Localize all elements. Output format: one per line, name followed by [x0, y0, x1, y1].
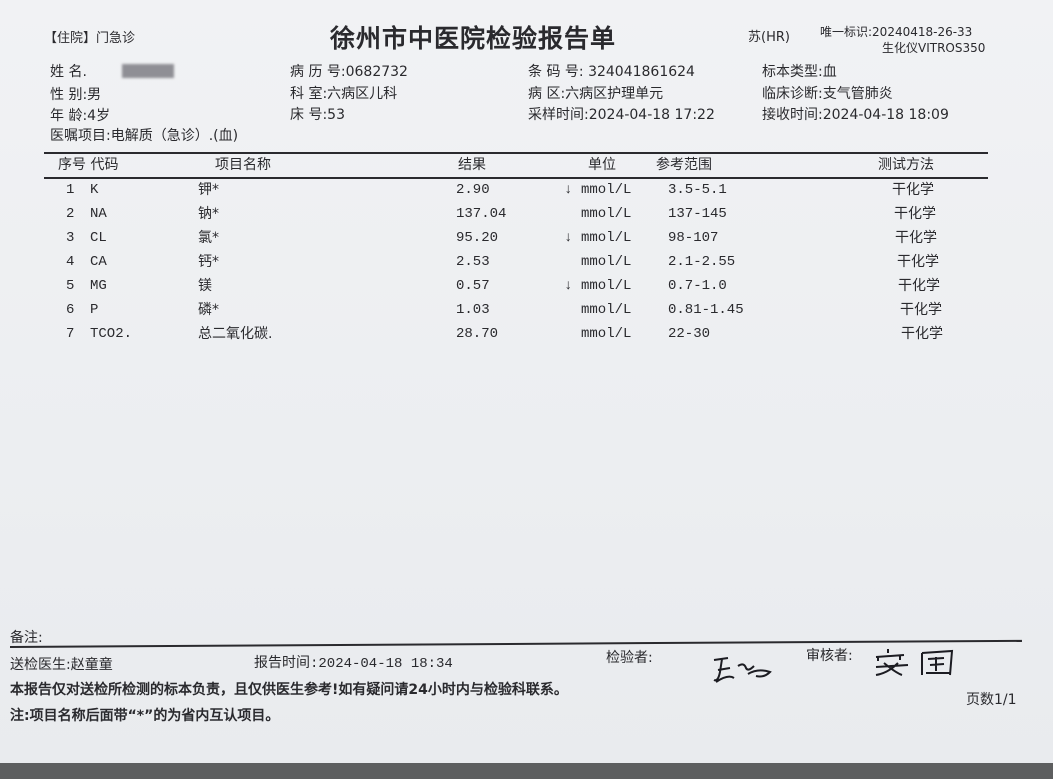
table-row: 3 CL 氯* 95.20 ↓ mmol/L 98-107 干化学	[0, 230, 1053, 250]
row-reference-range: 3.5-5.1	[668, 182, 727, 198]
table-row: 2 NA 钠* 137.04 mmol/L 137-145 干化学	[0, 206, 1053, 226]
header-result: 结果	[458, 157, 486, 173]
record-number: 病 历 号:0682732	[290, 64, 408, 80]
row-unit: mmol/L	[581, 302, 632, 318]
bed-number: 床 号:53	[290, 107, 345, 123]
patient-gender: 性 别:男	[50, 87, 102, 103]
row-item-name: 钾*	[198, 182, 219, 198]
row-reference-range: 137-145	[668, 206, 727, 222]
row-reference-range: 0.81-1.45	[668, 302, 744, 318]
row-seq: 3	[66, 230, 75, 246]
row-item-name: 钙*	[198, 254, 219, 270]
disclaimer: 本报告仅对送检所检测的标本负责，且仅供医生参考!如有疑问请24小时内与检验科联系…	[10, 682, 568, 698]
row-seq: 4	[66, 254, 75, 270]
row-seq: 1	[66, 182, 75, 198]
row-result: 28.70	[456, 326, 499, 342]
header-reference-range: 参考范围	[656, 157, 712, 173]
row-test-method: 干化学	[895, 230, 937, 246]
ward: 病 区:六病区护理单元	[528, 86, 664, 102]
row-result: 2.90	[456, 182, 490, 198]
row-unit: mmol/L	[581, 206, 632, 222]
redacted-patient-name	[122, 64, 174, 78]
tester-label: 检验者:	[606, 650, 653, 666]
report-time: 报告时间:2024-04-18 18:34	[254, 656, 453, 672]
row-unit: mmol/L	[581, 230, 632, 246]
header-item-name: 项目名称	[215, 157, 271, 173]
lab-report-sheet: 【住院】门急诊 徐州市中医院检验报告单 苏(HR) 唯一标识:20240418-…	[0, 0, 1053, 763]
row-code: NA	[90, 206, 107, 222]
table-row: 6 P 磷* 1.03 mmol/L 0.81-1.45 干化学	[0, 302, 1053, 322]
order-items: 医嘱项目:电解质（急诊）.(血)	[50, 128, 239, 144]
row-unit: mmol/L	[581, 182, 632, 198]
row-reference-range: 98-107	[668, 230, 719, 246]
tester-signature	[713, 657, 772, 683]
region-code: 苏(HR)	[748, 30, 790, 45]
patient-age: 年 龄:4岁	[50, 108, 111, 124]
row-test-method: 干化学	[901, 326, 943, 342]
reviewer-signature	[875, 649, 954, 676]
remarks-label: 备注:	[10, 630, 43, 646]
page-count: 页数1/1	[966, 692, 1017, 708]
reviewer-label: 审核者:	[806, 648, 853, 664]
row-seq: 2	[66, 206, 75, 222]
row-unit: mmol/L	[581, 278, 632, 294]
table-row: 1 K 钾* 2.90 ↓ mmol/L 3.5-5.1 干化学	[0, 182, 1053, 202]
table-header-rule	[44, 177, 988, 179]
row-result: 95.20	[456, 230, 499, 246]
sample-time: 采样时间:2024-04-18 17:22	[528, 107, 715, 123]
row-code: P	[90, 302, 99, 318]
row-abnormal-flag: ↓	[564, 278, 573, 294]
row-abnormal-flag: ↓	[564, 182, 573, 198]
header-unit: 单位	[588, 157, 616, 173]
row-seq: 6	[66, 302, 75, 318]
referring-doctor: 送检医生:赵童童	[10, 657, 113, 673]
row-result: 0.57	[456, 278, 490, 294]
unique-id: 唯一标识:20240418-26-33	[820, 25, 973, 39]
row-test-method: 干化学	[892, 182, 934, 198]
row-item-name: 镁	[198, 278, 212, 294]
row-result: 137.04	[456, 206, 507, 222]
table-row: 5 MG 镁 0.57 ↓ mmol/L 0.7-1.0 干化学	[0, 278, 1053, 298]
row-item-name: 磷*	[198, 302, 219, 318]
row-item-name: 氯*	[198, 230, 219, 246]
instrument: 生化仪VITROS350	[882, 41, 986, 55]
report-title: 徐州市中医院检验报告单	[330, 24, 617, 53]
department: 科 室:六病区儿科	[290, 86, 398, 102]
row-result: 2.53	[456, 254, 490, 270]
row-seq: 5	[66, 278, 75, 294]
table-top-rule	[44, 152, 988, 154]
row-code: TCO2.	[90, 326, 133, 342]
table-row: 7 TCO2. 总二氧化碳. 28.70 mmol/L 22-30 干化学	[0, 326, 1053, 346]
row-code: CL	[90, 230, 107, 246]
row-result: 1.03	[456, 302, 490, 318]
row-test-method: 干化学	[900, 302, 942, 318]
row-item-name: 总二氧化碳.	[198, 326, 273, 342]
clinical-diagnosis: 临床诊断:支气管肺炎	[762, 86, 893, 102]
row-item-name: 钠*	[198, 206, 219, 222]
row-code: MG	[90, 278, 107, 294]
specimen-type: 标本类型:血	[762, 64, 837, 80]
row-code: CA	[90, 254, 107, 270]
row-test-method: 干化学	[897, 254, 939, 270]
row-test-method: 干化学	[894, 206, 936, 222]
receive-time: 接收时间:2024-04-18 18:09	[762, 107, 949, 123]
row-code: K	[90, 182, 99, 198]
row-reference-range: 22-30	[668, 326, 711, 342]
mutual-recognition-note: 注:项目名称后面带“*”的为省内互认项目。	[10, 708, 280, 724]
row-reference-range: 2.1-2.55	[668, 254, 736, 270]
patient-name-label: 姓 名.	[50, 64, 87, 80]
table-row: 4 CA 钙* 2.53 mmol/L 2.1-2.55 干化学	[0, 254, 1053, 274]
row-unit: mmol/L	[581, 326, 632, 342]
row-test-method: 干化学	[898, 278, 940, 294]
barcode: 条 码 号: 324041861624	[528, 64, 695, 80]
header-test-method: 测试方法	[878, 157, 934, 173]
row-unit: mmol/L	[581, 254, 632, 270]
header-seq-code: 序号 代码	[58, 157, 119, 173]
visit-type: 【住院】门急诊	[44, 31, 136, 46]
row-reference-range: 0.7-1.0	[668, 278, 727, 294]
row-seq: 7	[66, 326, 75, 342]
row-abnormal-flag: ↓	[564, 230, 573, 246]
